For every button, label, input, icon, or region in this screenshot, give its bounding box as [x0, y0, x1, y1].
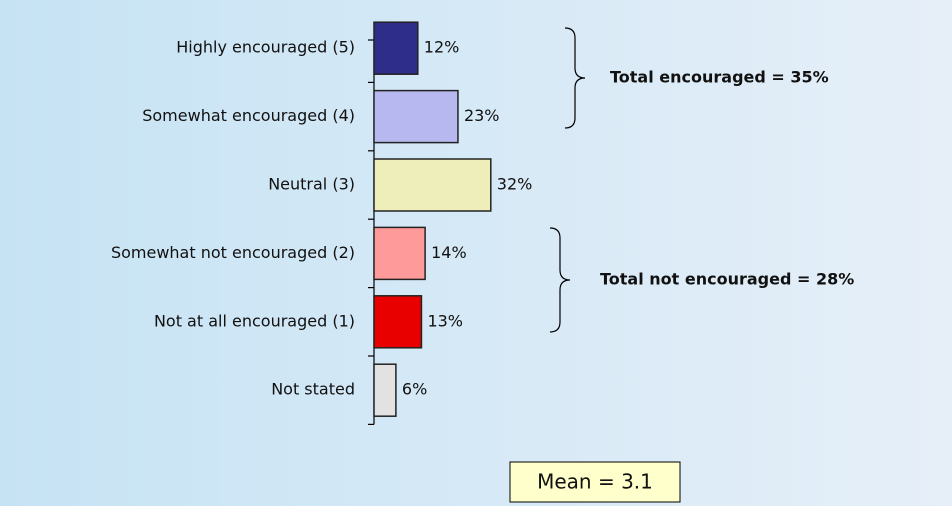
- category-label: Somewhat encouraged (4): [142, 106, 355, 125]
- value-label: 6%: [402, 380, 427, 399]
- brace: [564, 27, 586, 129]
- annotation: Total not encouraged = 28%: [600, 270, 854, 289]
- category-label: Not stated: [271, 380, 355, 399]
- bar: [373, 158, 492, 212]
- value-label: 12%: [424, 38, 460, 57]
- category-label: Somewhat not encouraged (2): [111, 243, 355, 262]
- value-label: 14%: [431, 243, 467, 262]
- value-label: 32%: [497, 175, 533, 194]
- annotation: Total encouraged = 35%: [610, 68, 829, 87]
- brace: [549, 227, 571, 333]
- bar: [373, 226, 426, 281]
- bar: [373, 295, 423, 349]
- bar: [373, 21, 419, 75]
- annotation: Mean = 3.1: [537, 470, 653, 494]
- value-label: 13%: [427, 311, 463, 330]
- category-label: Not at all encouraged (1): [154, 311, 355, 330]
- bar: [373, 363, 397, 417]
- category-label: Neutral (3): [268, 175, 355, 194]
- value-label: 23%: [464, 106, 500, 125]
- mean-box: [509, 461, 681, 503]
- bar: [373, 89, 459, 144]
- category-label: Highly encouraged (5): [176, 38, 355, 57]
